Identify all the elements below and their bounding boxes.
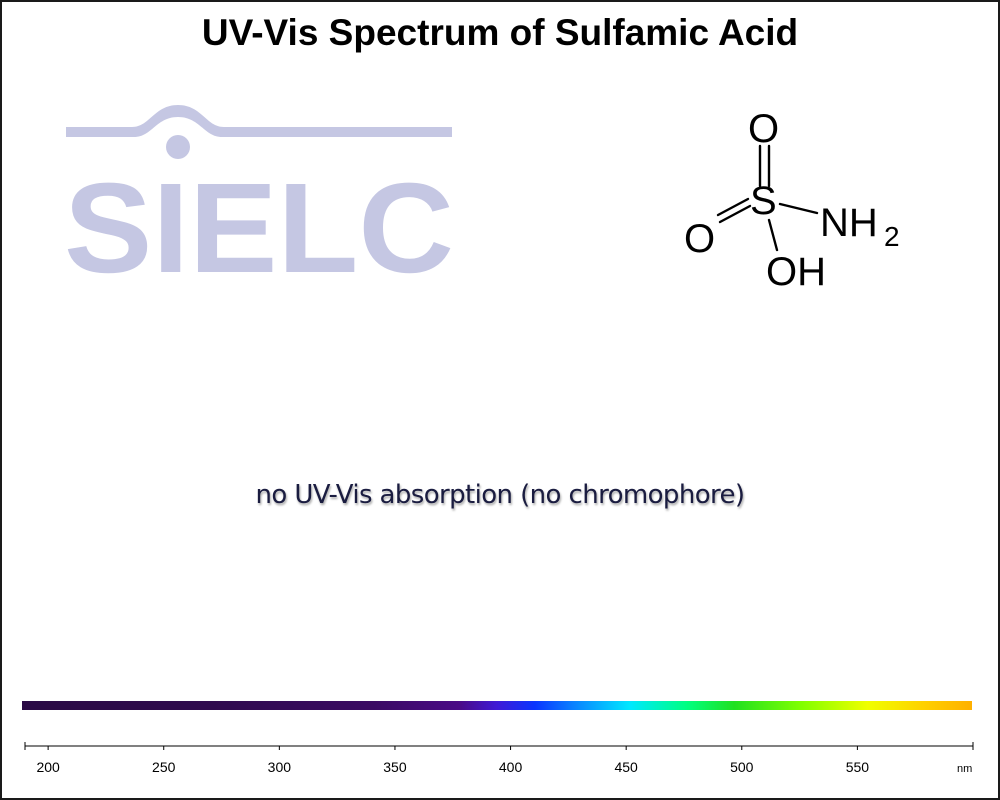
atom-s: S xyxy=(750,179,777,223)
atom-nh: NH xyxy=(820,201,878,245)
chart-title: UV-Vis Spectrum of Sulfamic Acid xyxy=(201,12,799,53)
atom-oh: OH xyxy=(766,250,826,294)
x-tick-label: 400 xyxy=(499,759,523,775)
no-absorption-annotation: no UV-Vis absorption (no chromophore) xyxy=(255,480,746,510)
x-tick-label: 250 xyxy=(152,759,176,775)
bond-s-oh xyxy=(767,218,779,252)
sielc-logo: SIELC xyxy=(64,105,454,282)
x-tick-label: 500 xyxy=(730,759,754,775)
atom-o-left: O xyxy=(684,217,715,261)
bond-s-o-left-a xyxy=(718,204,752,224)
x-axis: nm 200 250 300 350 400 450 500 550 xyxy=(24,742,974,775)
atom-o-top: O xyxy=(748,107,779,151)
logo-text: SIELC xyxy=(64,157,454,282)
atom-nh-subscript: 2 xyxy=(884,221,900,252)
x-axis-unit: nm xyxy=(957,763,972,775)
visible-spectrum-color-bar xyxy=(22,701,972,710)
x-tick-label: 450 xyxy=(614,759,638,775)
bond-s-o-left-b xyxy=(716,197,750,217)
x-tick-label: 200 xyxy=(36,759,60,775)
sulfamic-acid-structure: O S O NH 2 OH xyxy=(684,107,900,294)
x-tick-label: 300 xyxy=(268,759,292,775)
x-tick-label: 550 xyxy=(846,759,870,775)
bond-s-n xyxy=(778,202,819,215)
x-tick-label: 350 xyxy=(383,759,407,775)
